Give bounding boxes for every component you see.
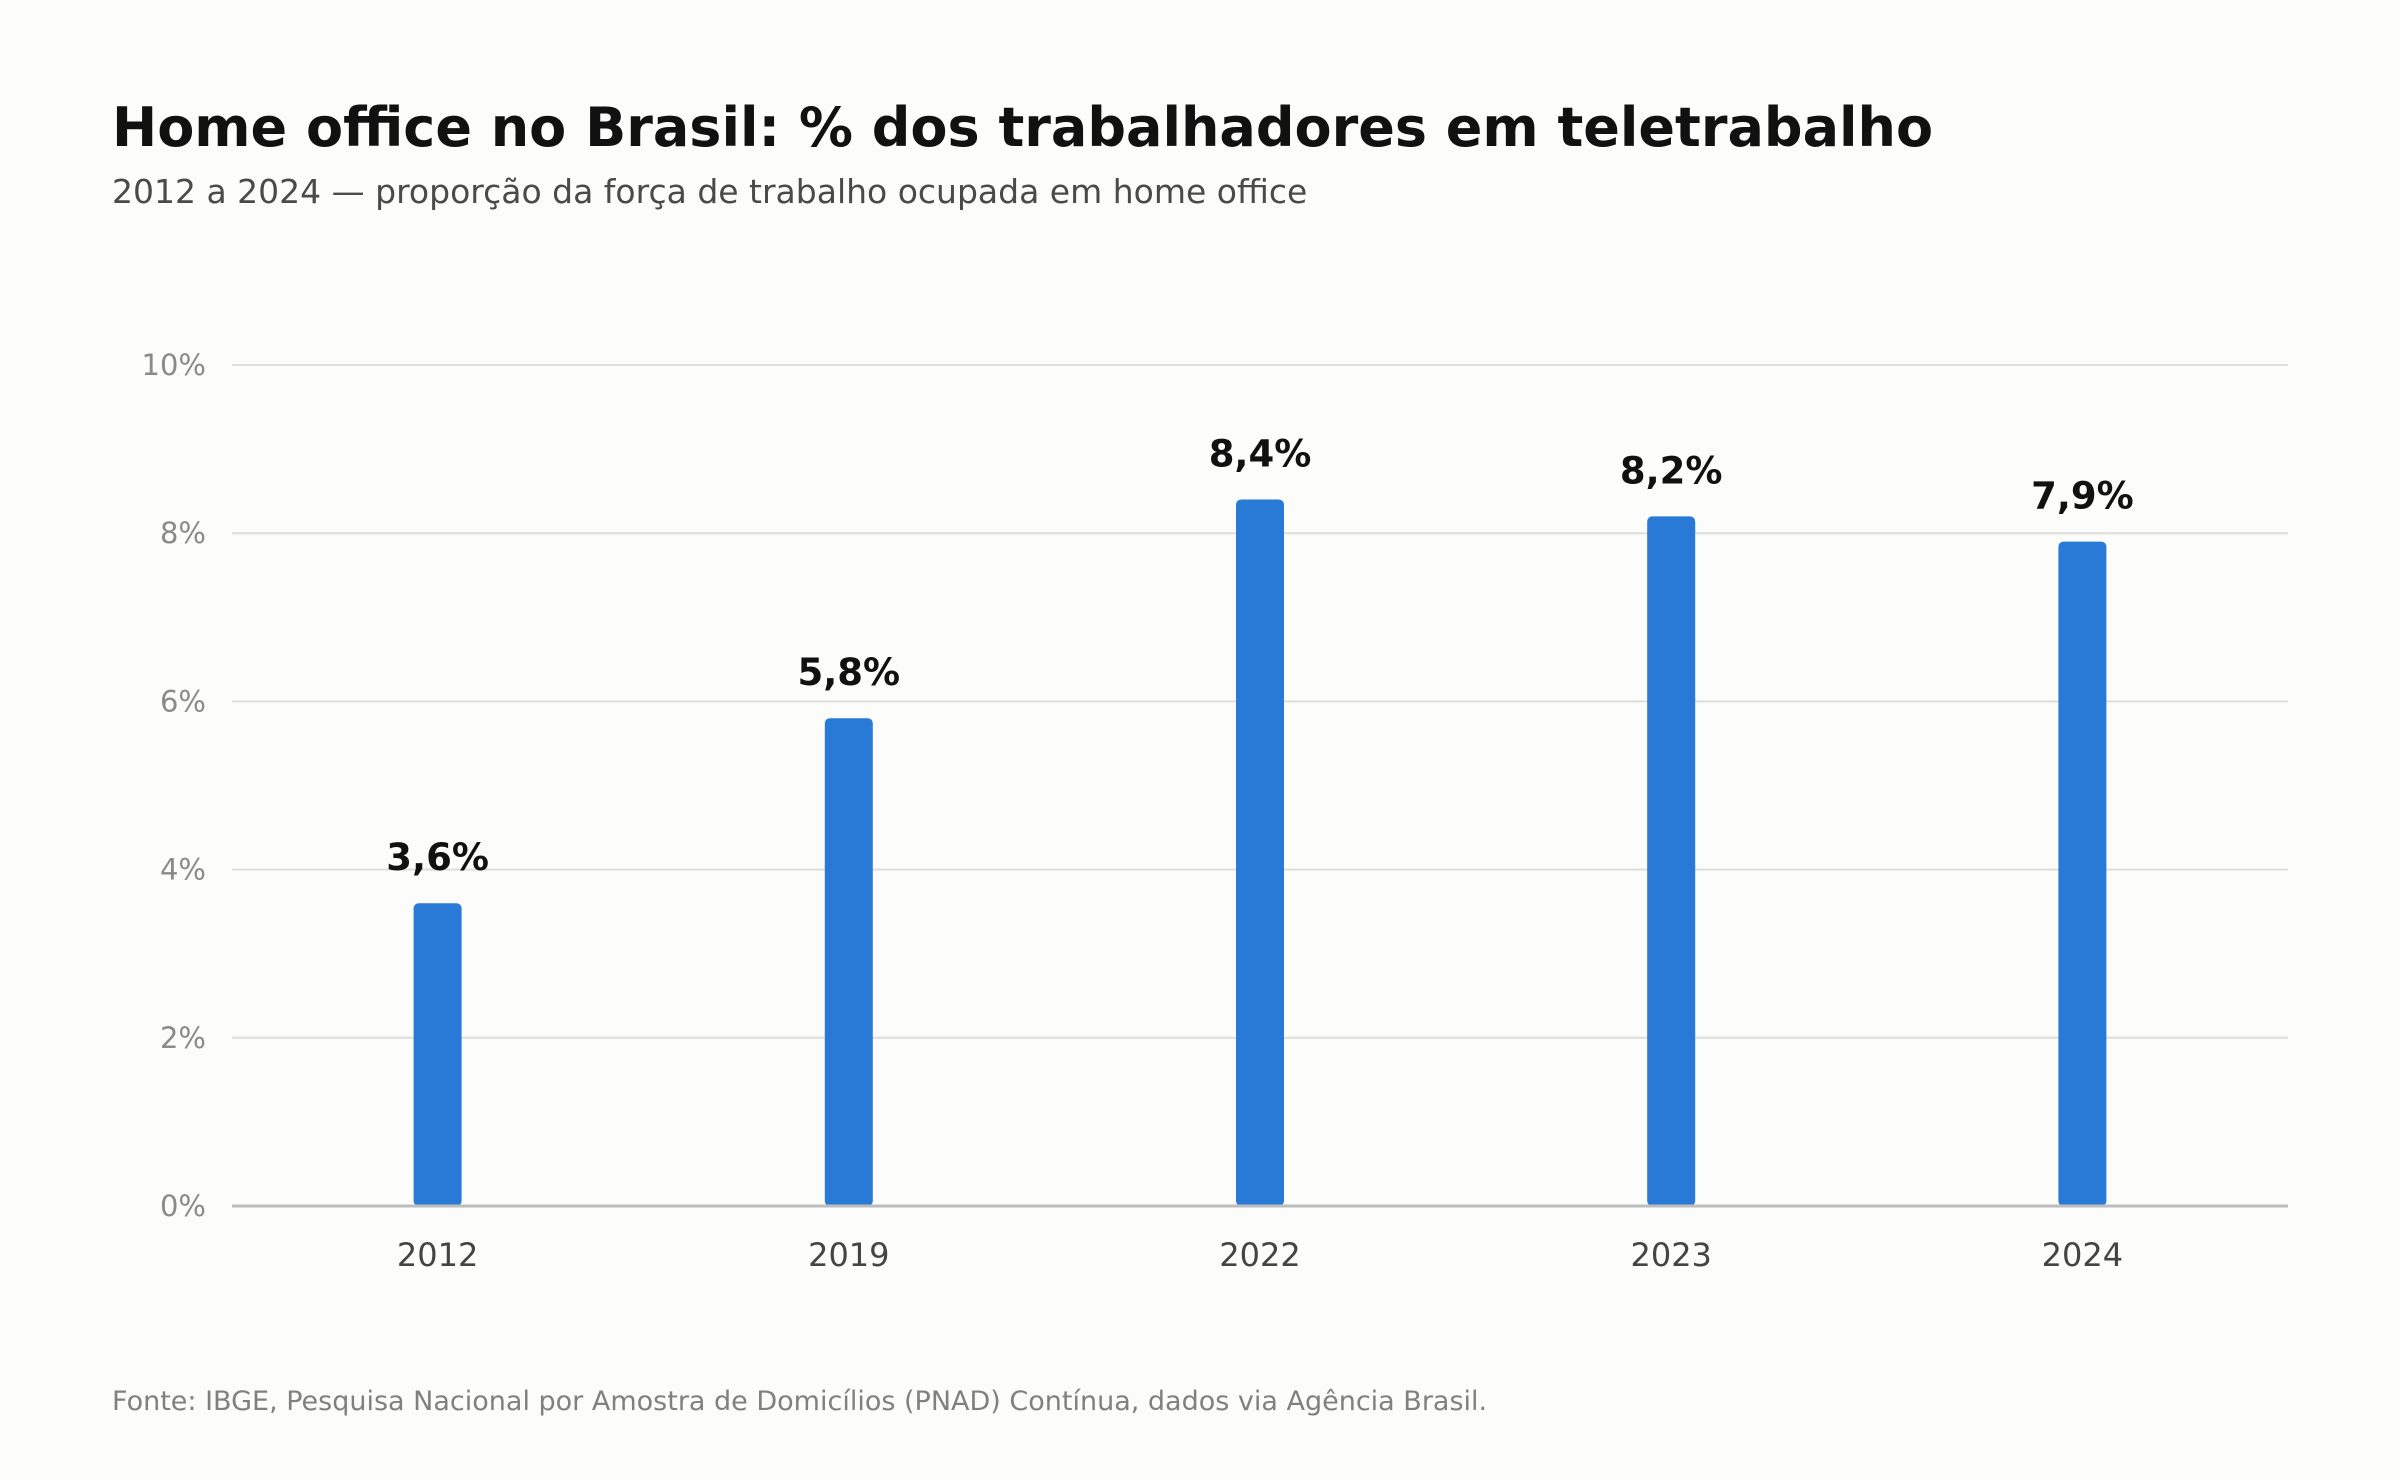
data-label: 8,4% [1209,433,1312,476]
bars [413,499,2107,1206]
y-tick-label: 2% [160,1021,206,1055]
bar [824,718,873,1206]
chart-title: Home office no Brasil: % dos trabalhador… [112,96,1934,159]
bar [413,903,462,1206]
data-labels: 3,6% 5,8% 8,4% 8,2% 7,9% [386,433,2133,880]
source-note: Fonte: IBGE, Pesquisa Nacional por Amost… [112,1386,1488,1417]
y-tick-label: 10% [142,348,206,382]
bar [1236,499,1284,1206]
x-tick-label: 2023 [1630,1236,1711,1274]
x-tick-label: 2022 [1219,1236,1300,1274]
bar [1647,516,1696,1206]
chart-subtitle: 2012 a 2024 — proporção da força de trab… [112,172,1308,211]
bar [2058,541,2107,1206]
data-label: 7,9% [2031,475,2134,518]
y-tick-label: 8% [160,516,206,550]
data-label: 8,2% [1620,449,1723,492]
y-tick-label: 4% [160,853,206,887]
data-label: 3,6% [386,836,489,879]
data-label: 5,8% [797,651,900,694]
y-tick-label: 0% [160,1189,206,1223]
x-tick-label: 2012 [397,1236,478,1274]
y-axis-ticks: 0% 2% 4% 6% 8% 10% [142,348,206,1223]
x-tick-label: 2024 [2042,1236,2123,1274]
x-axis-ticks: 2012 2019 2022 2023 2024 [397,1236,2123,1274]
y-tick-label: 6% [160,684,206,718]
x-tick-label: 2019 [808,1236,889,1274]
